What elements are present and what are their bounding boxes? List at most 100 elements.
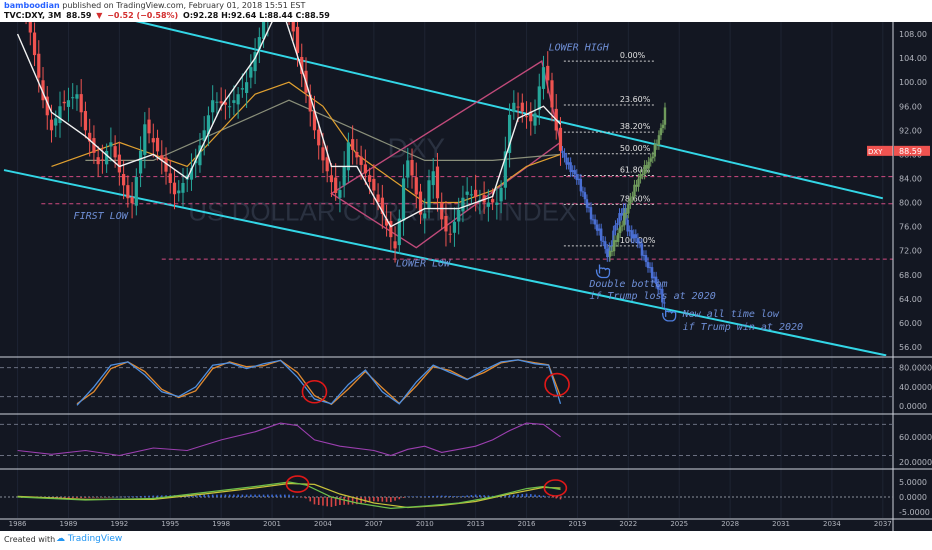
macd-histogram-bar (339, 497, 341, 505)
time-axis-label: 2034 (823, 520, 841, 528)
macd-histogram-bar (194, 494, 197, 497)
projection-bar (629, 197, 632, 205)
time-axis-label: 1989 (60, 520, 78, 528)
time-axis-label: 2010 (416, 520, 434, 528)
macd-histogram-bar (555, 497, 558, 499)
candle (105, 143, 109, 173)
macd-histogram-bar (237, 494, 239, 497)
macd-histogram-bar (466, 495, 468, 497)
fib-level-label: 23.60% (620, 95, 651, 104)
candle (495, 187, 499, 220)
macd-histogram-bar (432, 495, 435, 497)
macd-histogram-bar (415, 496, 418, 497)
macd-histogram-bar (220, 494, 222, 497)
candle-body (117, 154, 121, 173)
projection-bar (641, 174, 644, 176)
candle-body (503, 151, 507, 188)
macd-histogram-bar (474, 494, 477, 497)
price-axis-label: 108.00 (899, 30, 927, 39)
chart-area[interactable]: US DOLLAR CURRENCY INDEXDXY0.00%23.60%38… (0, 22, 932, 531)
projection-bar (563, 153, 566, 158)
candle (435, 152, 440, 212)
highlight-circle (543, 479, 568, 497)
macd-histogram-bar (538, 495, 541, 497)
candle-body (384, 218, 389, 226)
macd-histogram-bar (110, 497, 112, 498)
macd-histogram-bar (559, 497, 562, 500)
macd-histogram-bar (317, 497, 320, 505)
macd-histogram-bar (551, 497, 553, 498)
projection-bar (581, 191, 585, 193)
candle (75, 85, 79, 111)
macd-histogram-bar (356, 497, 358, 505)
candle-body (138, 150, 143, 174)
candle-body (355, 151, 359, 158)
candle-body (380, 197, 384, 214)
time-axis-label: 2007 (365, 520, 383, 528)
candle (499, 180, 503, 214)
candle-body (92, 138, 96, 153)
candle-body (236, 94, 240, 105)
candle-body (444, 215, 448, 232)
candle (96, 146, 100, 177)
projection-bar (625, 212, 628, 214)
price-axis-label: 92.00 (899, 126, 922, 135)
macd-histogram-bar (258, 494, 261, 497)
author-name[interactable]: bamboodian (4, 1, 60, 10)
projection-bar (616, 222, 619, 226)
highlight-circle (301, 379, 328, 404)
candle (427, 169, 431, 219)
candle-body (49, 119, 54, 131)
candle-body (232, 100, 236, 103)
macd-histogram-bar (93, 497, 95, 498)
price-axis-label: 84.00 (899, 174, 922, 183)
chart-footer: Created with ☁ TradingView (0, 531, 932, 550)
macd-histogram-bar (262, 494, 265, 497)
projection-bar (642, 255, 646, 257)
projection-bar (610, 245, 613, 248)
time-axis-label: 1992 (110, 520, 128, 528)
projection-bar (597, 228, 601, 231)
candle-body (363, 164, 367, 174)
symbol-label[interactable]: TVC:DXY, 3M (4, 11, 62, 20)
rising-channel (330, 59, 562, 249)
candle (83, 101, 88, 139)
projection-bar (663, 107, 667, 125)
chart-annotation: FIRST LOW (74, 211, 129, 222)
macd-histogram-bar (377, 497, 379, 502)
price-axis-label: 60.00 (899, 319, 922, 328)
macd-histogram-bar (71, 497, 74, 498)
macd-histogram-bar (313, 497, 316, 505)
candle-body (261, 22, 266, 39)
chart-header: bamboodian published on TradingView.com,… (0, 0, 932, 22)
time-axis-label: 2037 (874, 520, 892, 528)
hand-shape (662, 307, 677, 322)
macd-histogram-bar (67, 497, 70, 498)
macd-axis-label: 0.0000 (899, 493, 927, 502)
macd-histogram-bar (534, 494, 536, 497)
projection-bar (577, 178, 580, 181)
time-axis-label: 2001 (263, 520, 281, 528)
projection-bar (627, 204, 630, 214)
candle (342, 151, 346, 198)
candle (58, 91, 62, 138)
time-axis-label: 1995 (161, 520, 179, 528)
projection-bar (643, 164, 646, 175)
candle (469, 185, 474, 204)
macd-histogram-bar (453, 496, 456, 497)
candle (423, 198, 427, 234)
projection-bar (616, 233, 620, 243)
macd-histogram-bar (521, 494, 524, 497)
macd-histogram-bar (368, 497, 371, 503)
tradingview-logo[interactable]: ☁ TradingView (56, 534, 123, 544)
candle (465, 177, 469, 210)
ma-fast-white (16, 22, 562, 228)
candle (240, 73, 244, 98)
macd-histogram-bar (279, 494, 282, 497)
candle (88, 118, 92, 157)
macd-histogram-bar (360, 497, 362, 504)
projection-bar (606, 248, 609, 258)
chart-annotation: LOWER LOW (396, 258, 451, 269)
candle-body (546, 65, 550, 81)
macd-histogram-bar (322, 497, 324, 506)
